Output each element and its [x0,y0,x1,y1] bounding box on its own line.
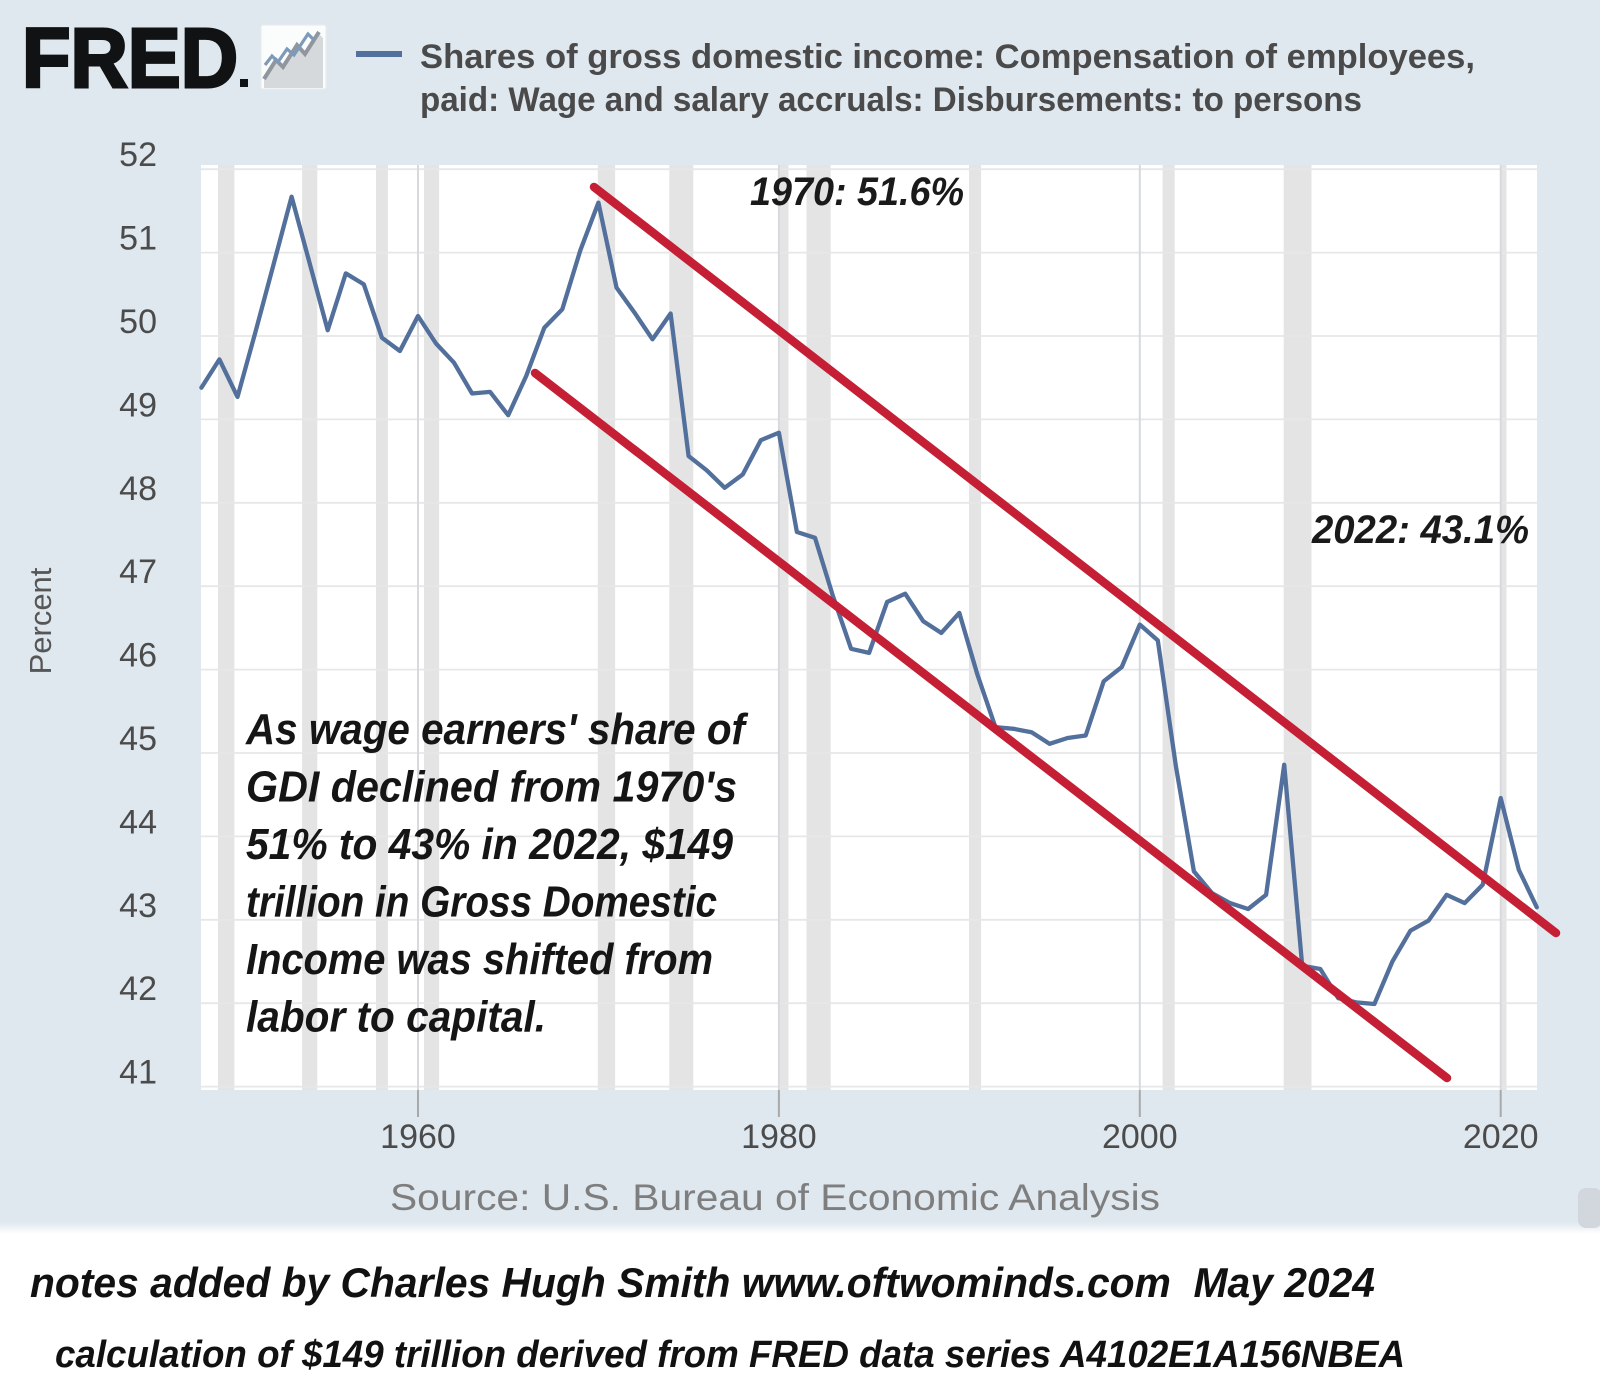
svg-text:As wage earners' share of: As wage earners' share of [245,705,749,754]
svg-text:GDI declined from 1970's: GDI declined from 1970's [246,763,737,812]
svg-text:45: 45 [119,720,157,758]
svg-text:52: 52 [119,136,157,174]
svg-text:41: 41 [119,1054,157,1092]
svg-text:2020: 2020 [1463,1118,1539,1156]
svg-text:51: 51 [119,220,157,258]
svg-text:43: 43 [119,887,157,925]
svg-text:2022: 43.1%: 2022: 43.1% [1311,508,1529,552]
svg-text:Source: U.S. Bureau of Economi: Source: U.S. Bureau of Economic Analysis [390,1177,1160,1218]
svg-text:labor to capital.: labor to capital. [246,993,546,1042]
svg-text:48: 48 [119,470,157,508]
svg-text:Shares of gross domestic incom: Shares of gross domestic income: Compens… [420,38,1475,76]
svg-text:paid: Wage and salary accruals: paid: Wage and salary accruals: Disburse… [420,81,1362,119]
svg-text:notes added by Charles Hugh Sm: notes added by Charles Hugh Smith www.of… [30,1259,1375,1306]
svg-text:Income was shifted from: Income was shifted from [246,935,713,984]
svg-text:46: 46 [119,637,157,675]
svg-text:50: 50 [119,303,157,341]
svg-text:1980: 1980 [741,1118,817,1156]
svg-text:47: 47 [119,553,157,591]
svg-text:calculation of $149 trillion d: calculation of $149 trillion derived fro… [55,1334,1405,1376]
svg-text:trillion in Gross Domestic: trillion in Gross Domestic [246,878,717,927]
svg-text:1970: 51.6%: 1970: 51.6% [750,170,964,214]
svg-text:51% to 43% in 2022, $149: 51% to 43% in 2022, $149 [246,820,733,869]
svg-text:Percent: Percent [23,567,58,674]
svg-text:44: 44 [119,803,157,841]
svg-text:49: 49 [119,386,157,424]
svg-text:1960: 1960 [380,1118,456,1156]
svg-text:42: 42 [119,970,157,1008]
svg-text:FRED: FRED [22,11,238,105]
svg-text:2000: 2000 [1102,1118,1178,1156]
